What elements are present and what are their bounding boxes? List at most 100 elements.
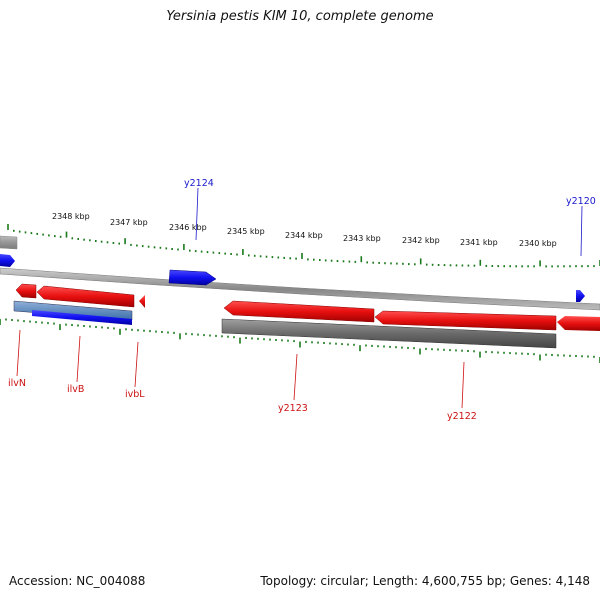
minor-tick: [341, 343, 343, 346]
minor-tick: [395, 346, 397, 349]
major-tick: [0, 319, 1, 325]
minor-tick: [218, 252, 221, 255]
minor-tick: [47, 322, 49, 325]
minor-tick: [557, 354, 559, 357]
minor-tick: [83, 325, 85, 327]
minor-tick: [100, 240, 103, 243]
minor-tick: [248, 254, 250, 257]
minor-tick: [491, 265, 494, 267]
gene-y2124[interactable]: [168, 269, 217, 286]
minor-tick: [159, 246, 162, 249]
gene-label-text: y2124: [184, 178, 214, 189]
minor-tick: [65, 323, 67, 326]
minor-tick: [407, 346, 409, 349]
minor-tick: [42, 233, 44, 236]
minor-tick: [130, 243, 132, 246]
minor-tick: [106, 241, 109, 244]
minor-tick: [431, 348, 433, 351]
minor-tick: [265, 255, 268, 258]
minor-tick: [527, 265, 529, 268]
major-tick: [479, 259, 482, 266]
genome-summary: Topology: circular; Length: 4,600,755 bp…: [260, 574, 590, 588]
gene-forward-left-fragment[interactable]: [0, 254, 15, 267]
gene-label-y2120: y2120: [566, 196, 596, 257]
minor-tick: [233, 336, 235, 339]
gene-ivbL[interactable]: [139, 295, 145, 308]
minor-tick: [11, 319, 13, 321]
minor-tick: [521, 265, 523, 268]
minor-tick: [165, 247, 168, 250]
minor-tick: [414, 263, 416, 266]
minor-tick: [383, 345, 385, 348]
gene-y2120[interactable]: [576, 290, 585, 302]
minor-tick: [515, 265, 517, 268]
minor-tick: [35, 321, 37, 324]
rna-feature-fragment[interactable]: [0, 235, 18, 250]
minor-tick: [221, 335, 223, 338]
gene-right-fragment[interactable]: [557, 316, 600, 331]
major-tick: [7, 224, 9, 230]
gene-label-text: ivbL: [125, 389, 145, 400]
gene-label-ivbL: ivbL: [125, 341, 145, 400]
minor-tick: [107, 326, 109, 329]
genome-backbone: [0, 267, 600, 311]
gene-y2123[interactable]: [223, 300, 375, 323]
minor-tick: [527, 352, 529, 355]
minor-tick: [313, 258, 315, 261]
major-tick: [124, 238, 126, 245]
minor-tick: [277, 256, 280, 259]
minor-tick: [89, 239, 91, 242]
minor-tick: [485, 264, 488, 267]
minor-tick: [293, 340, 295, 343]
minor-tick: [485, 350, 487, 353]
minor-tick: [189, 249, 191, 252]
gene-label-y2123: y2123: [278, 353, 308, 414]
major-tick: [59, 324, 61, 331]
gene-ilvB[interactable]: [36, 285, 135, 308]
minor-tick: [563, 354, 565, 357]
ruler-label: 2348 kbp: [52, 212, 90, 221]
gene-label-text: ilvB: [67, 384, 84, 395]
major-tick: [299, 341, 301, 348]
minor-tick: [461, 264, 464, 267]
minor-tick: [377, 345, 379, 348]
rna-bar-blue[interactable]: [32, 310, 132, 325]
minor-tick: [581, 355, 583, 358]
minor-tick: [533, 265, 535, 268]
rna-bar-grey[interactable]: [221, 318, 557, 349]
minor-tick: [295, 257, 297, 260]
minor-tick: [203, 334, 205, 337]
gene-label-text: y2120: [566, 196, 596, 207]
minor-tick: [236, 253, 238, 256]
minor-tick: [23, 320, 25, 323]
gene-ilvN[interactable]: [15, 283, 37, 299]
minor-tick: [83, 238, 85, 241]
minor-tick: [13, 229, 15, 232]
minor-tick: [5, 318, 7, 321]
minor-tick: [143, 329, 145, 332]
minor-tick: [259, 255, 262, 258]
major-tick: [179, 333, 181, 340]
minor-tick: [365, 344, 367, 347]
ruler-label: 2343 kbp: [343, 234, 381, 243]
minor-tick: [283, 256, 285, 259]
gene-y2122[interactable]: [374, 310, 557, 331]
minor-tick: [197, 333, 199, 336]
ruler-label: 2342 kbp: [402, 236, 440, 245]
minor-tick: [305, 340, 307, 343]
minor-tick: [77, 324, 79, 327]
minor-tick: [141, 245, 144, 248]
minor-tick: [551, 265, 553, 268]
minor-tick: [95, 240, 97, 242]
major-tick: [419, 258, 422, 265]
minor-tick: [59, 235, 62, 238]
minor-tick: [206, 251, 209, 254]
major-tick: [360, 256, 363, 263]
minor-tick: [41, 321, 43, 324]
minor-tick: [191, 333, 193, 336]
minor-tick: [118, 242, 120, 245]
gene-label-text: y2123: [278, 403, 308, 414]
minor-tick: [473, 350, 475, 353]
minor-tick: [521, 352, 523, 355]
